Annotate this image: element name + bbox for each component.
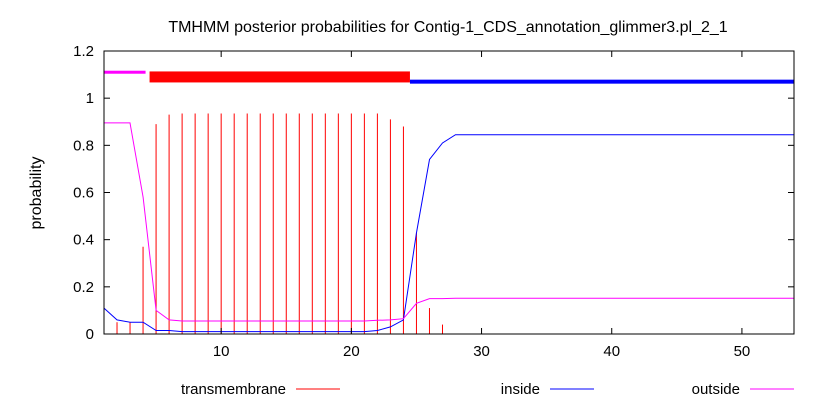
legend-label-transmembrane: transmembrane bbox=[181, 381, 286, 398]
topology-bar-inside bbox=[409, 79, 794, 84]
y-tick-label: 1.2 bbox=[73, 43, 94, 60]
transmembrane-impulses bbox=[116, 113, 443, 334]
y-tick-label: 0.8 bbox=[73, 137, 94, 154]
x-tick-label: 50 bbox=[734, 343, 751, 360]
y-tick-label: 0.2 bbox=[73, 279, 94, 296]
series-line-outside bbox=[104, 122, 794, 322]
topology-bars bbox=[104, 70, 794, 84]
chart-title: TMHMM posterior probabilities for Contig… bbox=[168, 19, 727, 36]
x-tick-label: 10 bbox=[213, 343, 230, 360]
topology-bar-outside bbox=[104, 70, 146, 74]
y-tick-label: 0.6 bbox=[73, 185, 94, 202]
legend-label-outside: outside bbox=[692, 381, 740, 398]
legend: transmembrane inside outside bbox=[181, 381, 794, 398]
y-tick-label: 0 bbox=[86, 326, 94, 343]
topology-bar-transmembrane bbox=[149, 71, 410, 83]
series-line-inside bbox=[103, 134, 794, 333]
probability-lines bbox=[103, 122, 794, 333]
y-axis-label: probability bbox=[28, 157, 45, 230]
x-tick-label: 20 bbox=[343, 343, 360, 360]
x-tick-label: 40 bbox=[603, 343, 620, 360]
y-tick-label: 1 bbox=[86, 90, 94, 107]
axis-ticks: 0 0.2 0.4 0.6 0.8 1 1.2 10 20 30 40 50 bbox=[73, 43, 794, 360]
x-tick-label: 30 bbox=[473, 343, 490, 360]
plot-frame bbox=[103, 50, 795, 335]
legend-label-inside: inside bbox=[501, 381, 540, 398]
y-tick-label: 0.4 bbox=[73, 232, 94, 249]
